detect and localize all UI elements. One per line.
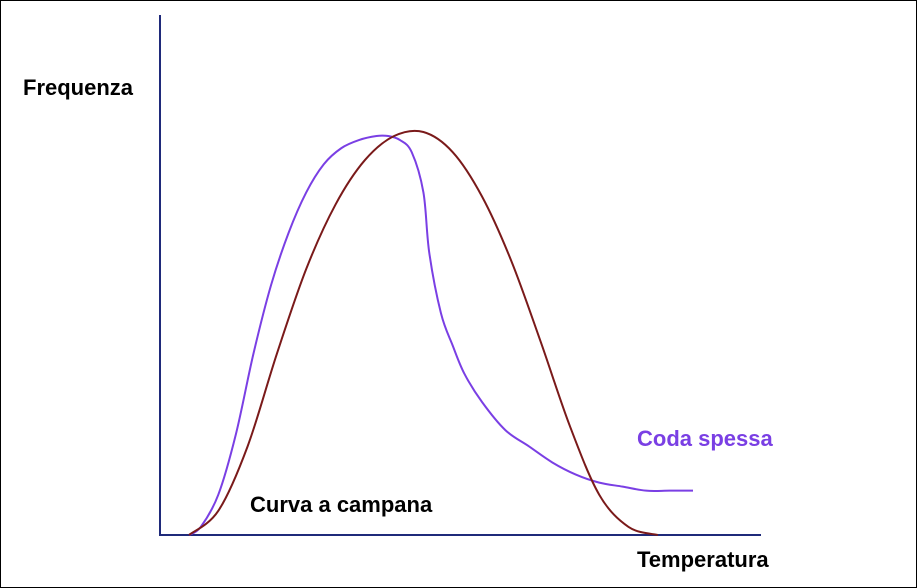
series-layer bbox=[188, 129, 693, 536]
x-axis-label: Temperatura bbox=[637, 547, 769, 572]
annotation-curva-a-campana: Curva a campana bbox=[250, 492, 433, 517]
annotation-coda-spessa: Coda spessa bbox=[637, 426, 773, 451]
series-line-coda-spessa bbox=[188, 134, 693, 536]
series-line-curva-a-campana bbox=[188, 129, 659, 536]
y-axis-label: Frequenza bbox=[23, 75, 134, 100]
